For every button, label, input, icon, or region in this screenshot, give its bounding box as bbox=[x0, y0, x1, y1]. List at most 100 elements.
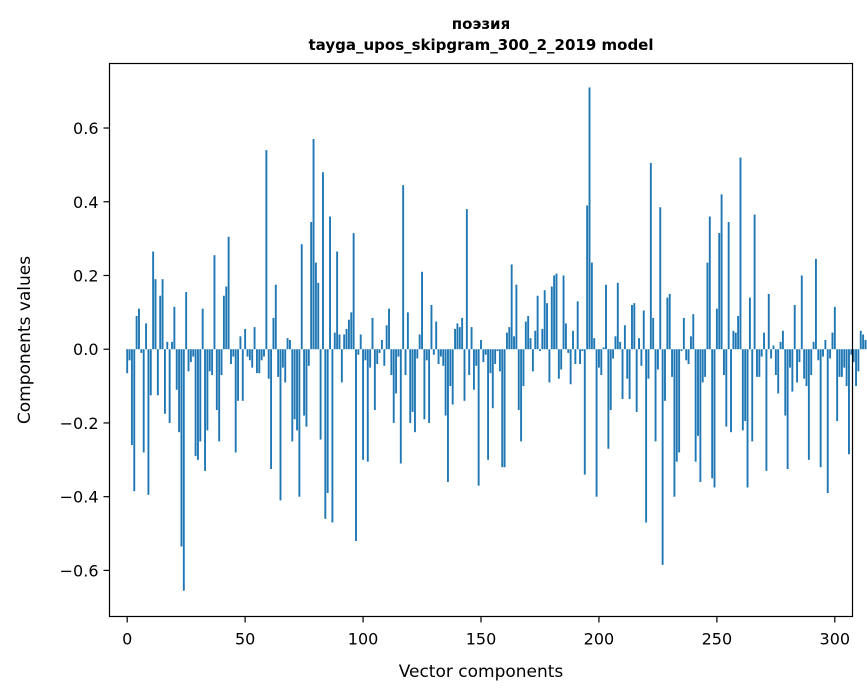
bar bbox=[312, 139, 315, 350]
bar bbox=[227, 236, 230, 350]
bar bbox=[576, 301, 579, 350]
bar bbox=[810, 349, 813, 376]
bar bbox=[458, 327, 461, 350]
bar bbox=[522, 349, 525, 387]
bar bbox=[666, 297, 669, 350]
bar bbox=[213, 255, 216, 350]
bar bbox=[201, 308, 204, 350]
bar bbox=[656, 349, 659, 370]
bar bbox=[392, 349, 395, 423]
bar bbox=[305, 349, 308, 427]
bar bbox=[399, 349, 402, 464]
bar bbox=[380, 340, 383, 350]
bar bbox=[437, 349, 440, 364]
bar bbox=[843, 349, 846, 368]
bar bbox=[803, 349, 806, 379]
bar bbox=[862, 334, 865, 350]
bar bbox=[447, 349, 449, 482]
bar bbox=[385, 325, 388, 350]
bar bbox=[197, 349, 199, 460]
bar bbox=[496, 349, 499, 352]
bar bbox=[395, 349, 398, 394]
bar bbox=[215, 349, 218, 411]
bar bbox=[616, 282, 619, 350]
bar bbox=[675, 349, 678, 462]
bar bbox=[477, 349, 480, 486]
bar bbox=[798, 349, 801, 363]
bar bbox=[352, 233, 355, 350]
bar bbox=[607, 349, 610, 449]
bar bbox=[708, 216, 711, 350]
bar bbox=[536, 295, 539, 350]
bar bbox=[296, 349, 298, 431]
bar bbox=[501, 349, 504, 468]
bar bbox=[767, 293, 770, 350]
bar bbox=[579, 349, 582, 364]
bar bbox=[355, 349, 357, 541]
bar bbox=[350, 312, 353, 350]
bar bbox=[569, 349, 572, 385]
bar bbox=[263, 349, 265, 357]
bar bbox=[487, 349, 490, 460]
bar bbox=[770, 349, 773, 359]
bar bbox=[230, 349, 232, 364]
bar bbox=[597, 349, 600, 368]
bar bbox=[272, 317, 275, 350]
bar bbox=[784, 349, 787, 416]
bar bbox=[187, 349, 190, 372]
bar bbox=[732, 330, 735, 350]
bar bbox=[661, 349, 664, 565]
bar bbox=[300, 244, 303, 350]
bar bbox=[142, 349, 145, 453]
bar bbox=[390, 349, 393, 376]
bar bbox=[182, 349, 185, 591]
bar bbox=[659, 207, 662, 350]
bar bbox=[609, 349, 612, 411]
bar bbox=[347, 319, 350, 350]
bar bbox=[468, 349, 471, 376]
bar bbox=[138, 308, 140, 350]
bar bbox=[567, 349, 570, 353]
bar bbox=[425, 349, 428, 361]
bar bbox=[715, 308, 718, 350]
bar bbox=[850, 349, 853, 355]
bar bbox=[376, 349, 379, 364]
bar bbox=[206, 349, 209, 431]
bar bbox=[326, 349, 329, 493]
x-tick-label: 0 bbox=[122, 630, 132, 649]
bar bbox=[534, 330, 537, 350]
y-tick-label: 0.6 bbox=[73, 119, 98, 138]
bar bbox=[338, 334, 341, 350]
bar bbox=[692, 314, 695, 350]
bar bbox=[833, 306, 836, 350]
bar bbox=[185, 292, 188, 350]
bar bbox=[739, 157, 742, 350]
bar bbox=[723, 349, 725, 376]
y-tick-label: 0.4 bbox=[73, 193, 98, 212]
bar bbox=[560, 349, 563, 370]
bar bbox=[255, 349, 258, 374]
bar bbox=[260, 349, 263, 361]
bar bbox=[145, 323, 148, 350]
bar bbox=[836, 349, 839, 422]
bar bbox=[829, 349, 832, 359]
bar bbox=[416, 349, 419, 359]
bar bbox=[704, 349, 707, 377]
bar bbox=[281, 349, 284, 368]
bar bbox=[539, 349, 541, 352]
bar bbox=[725, 349, 728, 427]
bar bbox=[357, 349, 360, 355]
bar bbox=[838, 349, 841, 377]
bar bbox=[239, 336, 242, 350]
bar bbox=[133, 349, 136, 492]
bar bbox=[781, 330, 784, 350]
bar bbox=[480, 340, 482, 350]
bar bbox=[199, 349, 202, 442]
bar bbox=[359, 334, 362, 350]
bar bbox=[619, 341, 622, 350]
y-tick-label: 0.0 bbox=[73, 340, 98, 359]
bar bbox=[857, 349, 860, 372]
bar bbox=[154, 279, 157, 350]
bar bbox=[168, 349, 171, 423]
